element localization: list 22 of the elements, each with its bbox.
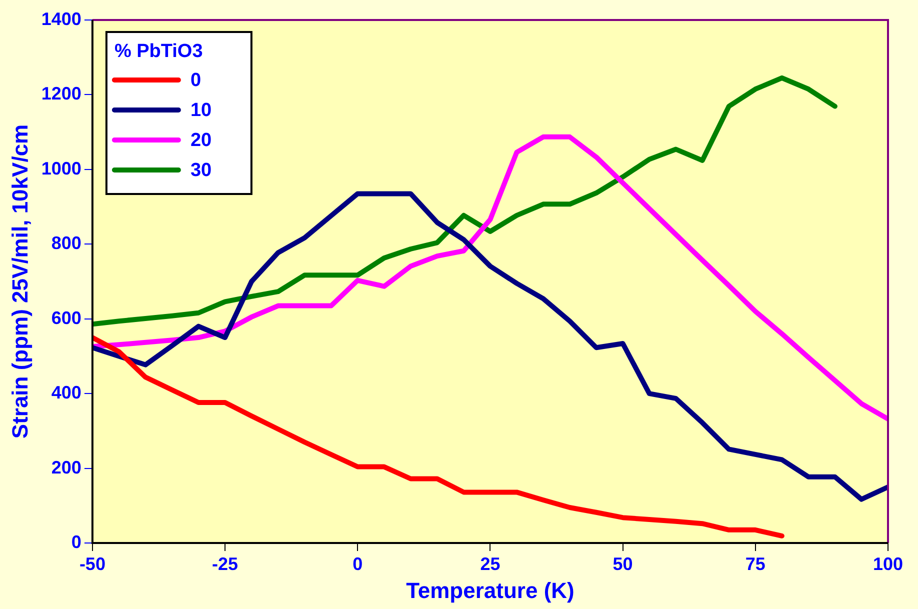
x-tick-label: 0 (352, 554, 363, 574)
x-tick-label: 75 (745, 554, 766, 574)
y-tick-label: 200 (51, 457, 82, 478)
y-tick-label: 0 (71, 532, 82, 552)
y-axis-title: Strain (ppm) 25V/mil, 10kV/cm (7, 124, 32, 439)
legend-label: 0 (190, 70, 202, 92)
legend-label: 20 (190, 130, 212, 152)
legend-label: 30 (190, 160, 212, 182)
y-tick-label: 1000 (41, 158, 82, 178)
x-tick-label: 100 (872, 554, 904, 574)
x-tick-label: 25 (480, 554, 500, 574)
legend-title: % PbTiO3 (114, 41, 203, 62)
y-tick-label: 400 (51, 382, 82, 403)
x-tick-label: -50 (79, 554, 106, 574)
y-tick-label: 600 (51, 308, 82, 328)
y-tick-label: 1400 (41, 8, 82, 29)
y-tick-label: 800 (51, 233, 82, 254)
x-tick-label: -25 (212, 554, 238, 574)
y-tick-label: 1200 (41, 84, 82, 104)
legend-label: 10 (190, 100, 212, 122)
x-axis-title: Temperature (K) (406, 578, 574, 603)
x-tick-label: 50 (612, 554, 633, 574)
